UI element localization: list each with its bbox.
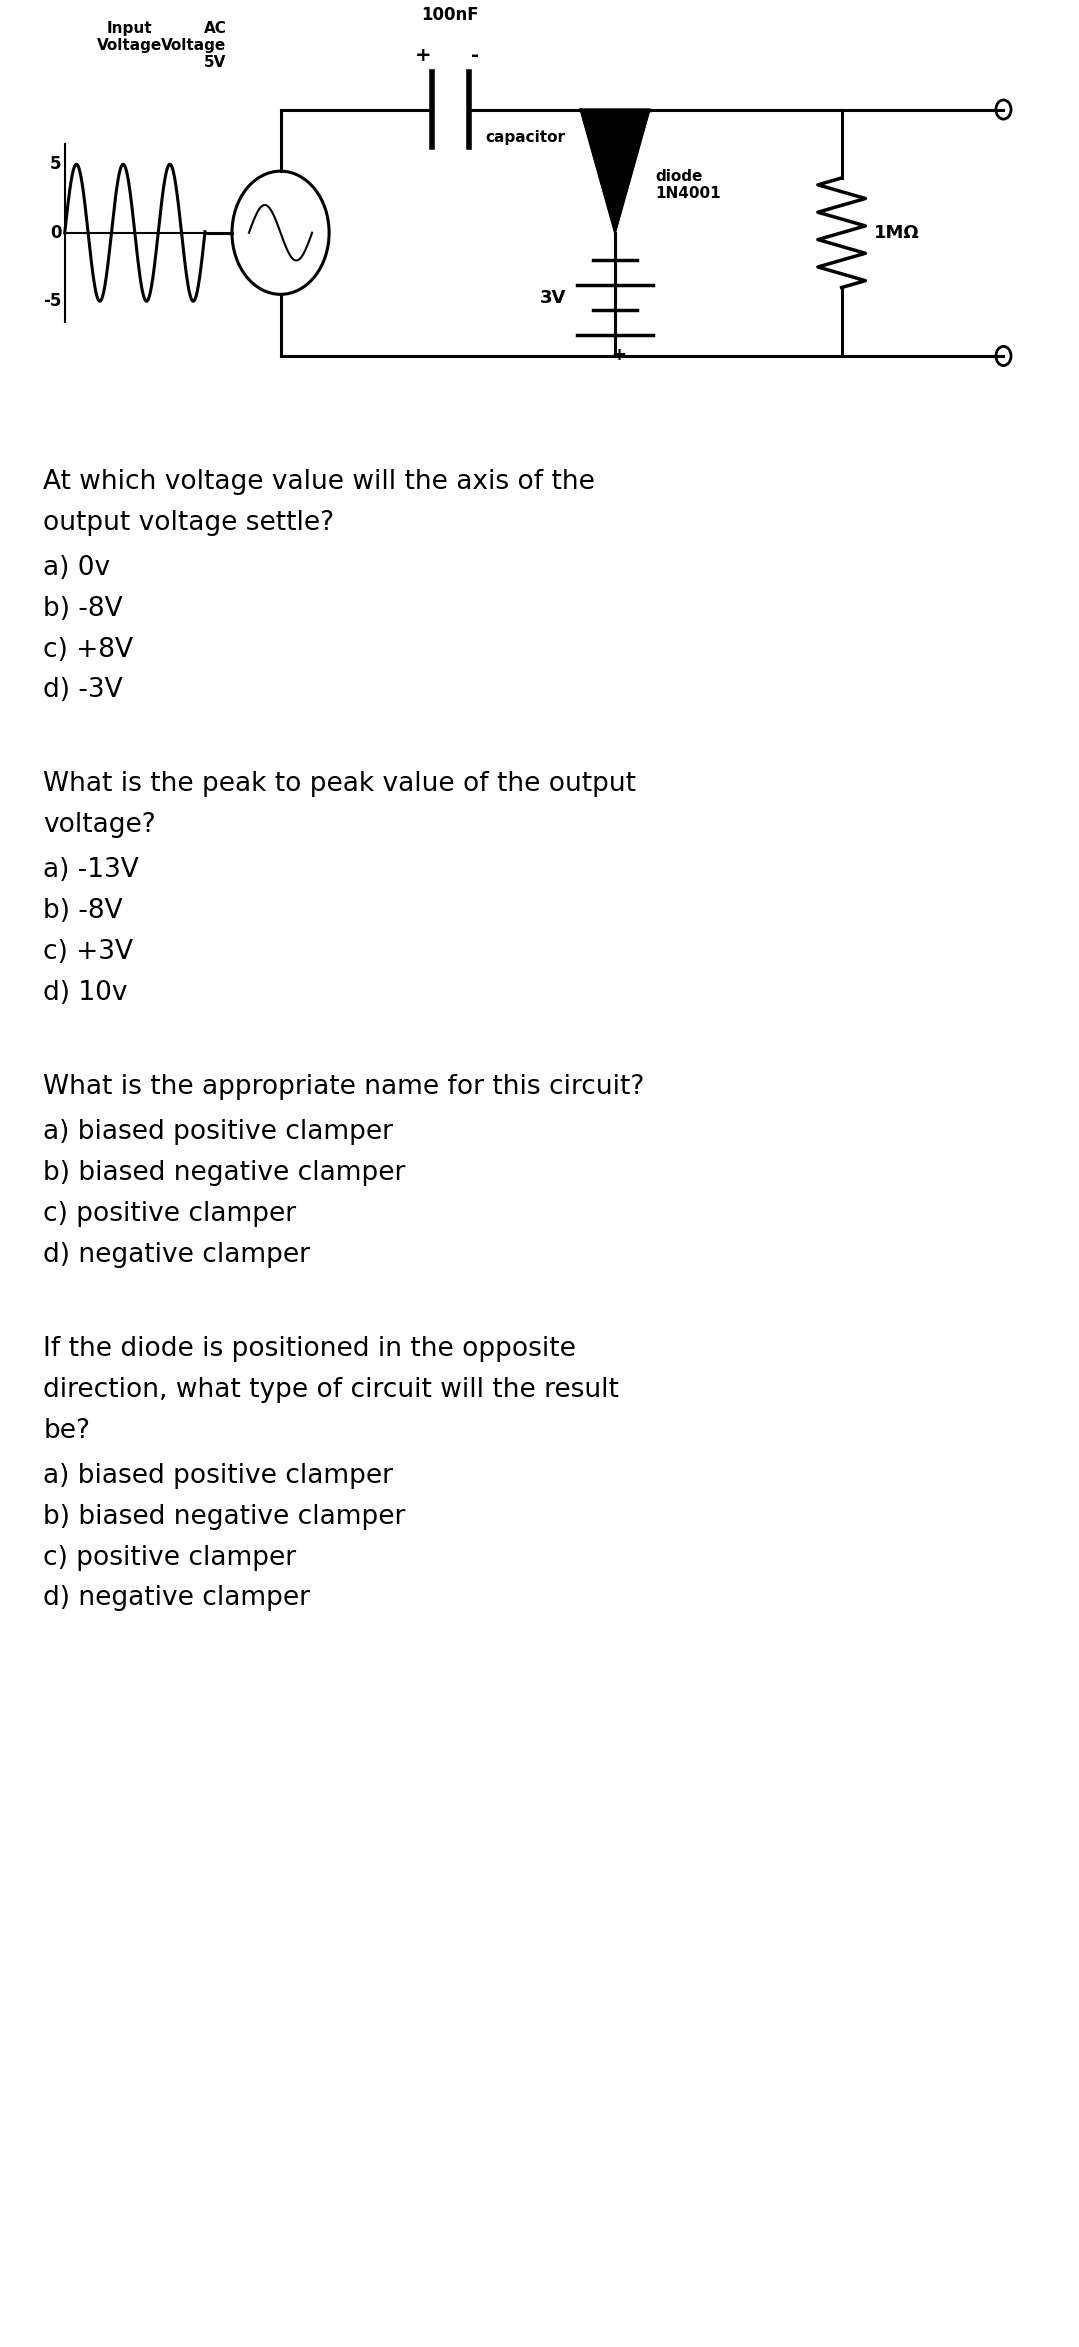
Text: -: - xyxy=(470,47,479,66)
Text: diode
1N4001: diode 1N4001 xyxy=(655,169,721,202)
Text: If the diode is positioned in the opposite: If the diode is positioned in the opposi… xyxy=(43,1335,576,1361)
Text: b) -8V: b) -8V xyxy=(43,596,123,622)
Text: d) -3V: d) -3V xyxy=(43,678,123,704)
Text: 100nF: 100nF xyxy=(422,7,479,23)
Text: c) +8V: c) +8V xyxy=(43,636,133,662)
Text: a) 0v: a) 0v xyxy=(43,554,110,580)
Text: 1MΩ: 1MΩ xyxy=(874,223,919,242)
Text: a) biased positive clamper: a) biased positive clamper xyxy=(43,1120,393,1145)
Text: What is the peak to peak value of the output: What is the peak to peak value of the ou… xyxy=(43,772,637,798)
Text: 5: 5 xyxy=(50,155,62,174)
Text: +: + xyxy=(414,47,432,66)
Text: d) 10v: d) 10v xyxy=(43,981,127,1007)
Text: Input
Voltage: Input Voltage xyxy=(97,21,162,54)
Text: d) negative clamper: d) negative clamper xyxy=(43,1242,310,1267)
Text: voltage?: voltage? xyxy=(43,812,155,838)
Text: output voltage settle?: output voltage settle? xyxy=(43,509,334,535)
Text: c) positive clamper: c) positive clamper xyxy=(43,1202,297,1227)
Text: 3V: 3V xyxy=(541,289,566,307)
Text: b) -8V: b) -8V xyxy=(43,899,123,925)
Text: be?: be? xyxy=(43,1418,91,1443)
Text: AC
Voltage
5V: AC Voltage 5V xyxy=(162,21,227,70)
Text: c) positive clamper: c) positive clamper xyxy=(43,1544,297,1570)
Text: b) biased negative clamper: b) biased negative clamper xyxy=(43,1159,406,1185)
Text: 0: 0 xyxy=(50,223,62,242)
Text: direction, what type of circuit will the result: direction, what type of circuit will the… xyxy=(43,1378,619,1404)
Polygon shape xyxy=(581,110,650,232)
Text: capacitor: capacitor xyxy=(486,129,565,146)
Text: b) biased negative clamper: b) biased negative clamper xyxy=(43,1504,406,1530)
Text: -5: -5 xyxy=(43,291,62,310)
Text: +: + xyxy=(611,347,626,364)
Text: c) +3V: c) +3V xyxy=(43,939,133,965)
Text: d) negative clamper: d) negative clamper xyxy=(43,1587,310,1612)
Text: a) -13V: a) -13V xyxy=(43,857,139,882)
Text: a) biased positive clamper: a) biased positive clamper xyxy=(43,1462,393,1488)
Text: What is the appropriate name for this circuit?: What is the appropriate name for this ci… xyxy=(43,1075,644,1101)
Text: At which voltage value will the axis of the: At which voltage value will the axis of … xyxy=(43,469,595,495)
